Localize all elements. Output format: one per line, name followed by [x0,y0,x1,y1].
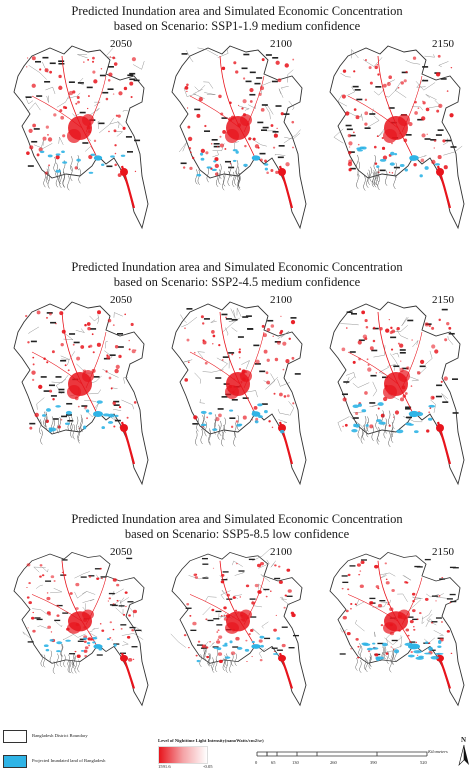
inundated-land-label: Projected Inundated land of Bangladesh [32,758,106,763]
bangladesh-map [318,544,468,712]
north-label: N [461,736,467,744]
scale-tick: 65 [271,760,276,765]
scale-tick: 520 [420,760,427,765]
year-label: 2050 [110,546,132,558]
year-label: 2150 [432,294,454,306]
scale-tick: 130 [292,760,299,765]
inundated-land-swatch [3,755,27,768]
district-boundary-label: Bangladesh District Boundary [32,733,88,738]
scale-tick: 0 [255,760,258,765]
bangladesh-map [160,292,310,492]
bangladesh-map [318,292,468,492]
district-boundary-swatch [3,730,27,743]
section-title-line1: Predicted Inundation area and Simulated … [71,4,403,18]
scale-bar [256,751,428,757]
scenario-section-ssp5: Predicted Inundation area and Simulated … [0,0,474,707]
bangladesh-map [2,36,152,236]
section-title-line1: Predicted Inundation area and Simulated … [71,260,403,274]
bangladesh-map [160,544,310,712]
scale-tick: 390 [370,760,377,765]
bangladesh-map [160,36,310,236]
year-label: 2050 [110,294,132,306]
scenario-section-ssp2: Predicted Inundation area and Simulated … [0,0,474,486]
nightlight-high-value: 1591.6 [158,764,171,769]
scale-tick: 260 [330,760,337,765]
section-title-line2: based on Scenario: SSP5-8.5 low confiden… [124,527,350,541]
bangladesh-map [2,544,152,712]
year-label: 2050 [110,38,132,50]
north-arrow-icon [458,744,469,766]
nightlight-low-value: -0.05 [203,764,213,769]
year-label: 2150 [432,546,454,558]
bangladesh-map [318,36,468,236]
year-label: 2100 [270,38,292,50]
scale-unit: Kilometers [428,749,448,754]
section-title-line2: based on Scenario: SSP2-4.5 medium confi… [113,275,361,289]
section-title-line1: Predicted Inundation area and Simulated … [71,512,403,526]
year-label: 2100 [270,546,292,558]
bangladesh-map [2,292,152,492]
year-label: 2100 [270,294,292,306]
map-legend: Bangladesh District Boundary Projected I… [0,706,474,769]
scenario-section-ssp1: Predicted Inundation area and Simulated … [0,0,474,250]
year-label: 2150 [432,38,454,50]
nightlight-legend-title: Level of Nighttime Light Intensity(nanoW… [158,738,264,743]
nightlight-gradient [158,746,208,764]
section-title-line2: based on Scenario: SSP1-1.9 medium confi… [113,19,361,33]
